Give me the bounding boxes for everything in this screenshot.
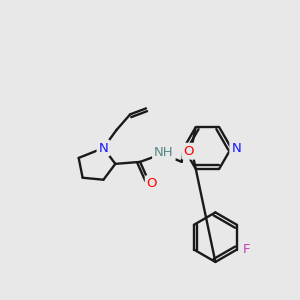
Text: N: N	[231, 142, 241, 154]
Text: O: O	[147, 177, 157, 190]
Text: N: N	[99, 142, 108, 154]
Text: NH: NH	[154, 146, 174, 160]
Text: O: O	[183, 145, 194, 158]
Text: F: F	[243, 243, 250, 256]
